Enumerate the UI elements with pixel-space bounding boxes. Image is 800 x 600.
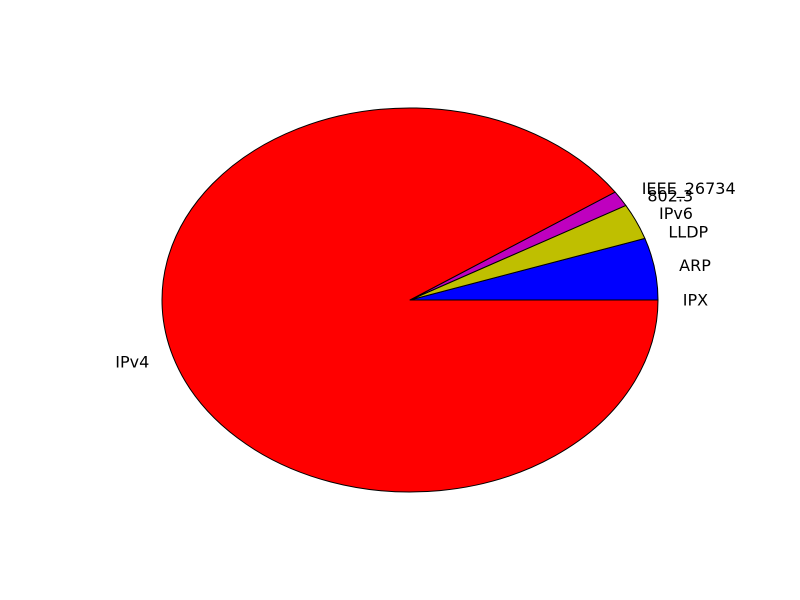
pie-label-ipv6: IPv6: [659, 204, 693, 223]
pie-label-802-3: 802.3: [647, 186, 693, 205]
pie-slice-ipv4: [161, 107, 659, 493]
pie-slices: [161, 107, 659, 493]
pie-label-arp: ARP: [679, 256, 711, 275]
pie-label-ieee-26734: IEEE_26734: [642, 179, 736, 199]
pie-label-lldp: LLDP: [668, 223, 708, 242]
pie-label-ipx: IPX: [683, 291, 708, 310]
pie-label-ipv4: IPv4: [115, 353, 149, 372]
